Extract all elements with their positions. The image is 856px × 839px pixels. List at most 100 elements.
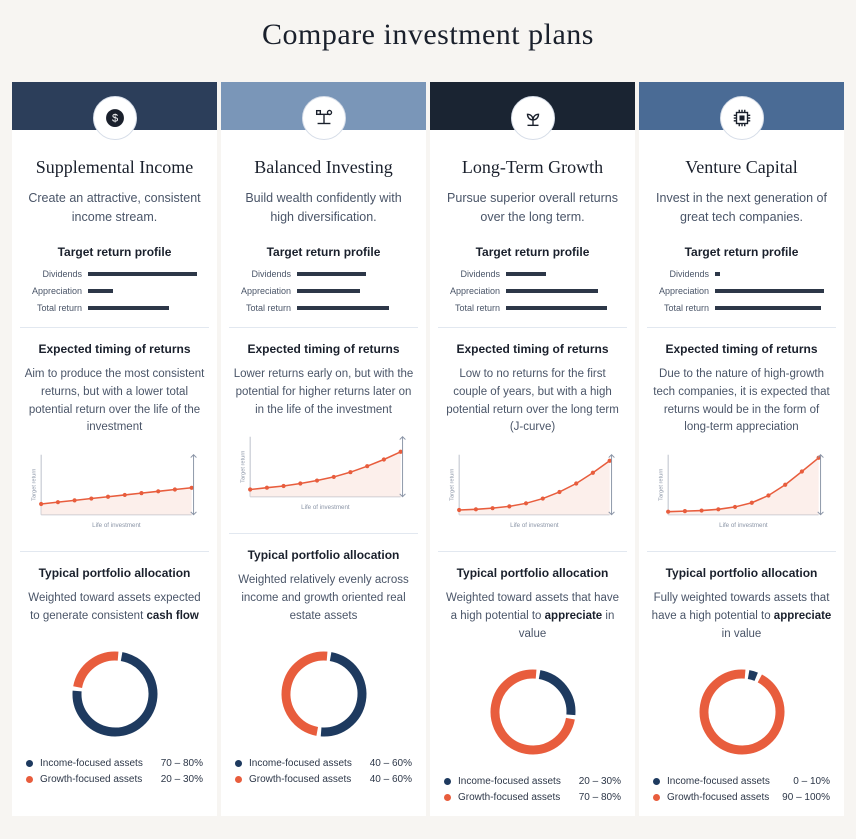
allocation-legend: Income-focused assets 40 – 60% Growth-fo… <box>233 752 414 785</box>
legend-income: Income-focused assets 0 – 10% <box>653 776 830 787</box>
divider <box>229 327 418 328</box>
svg-text:Life of investment: Life of investment <box>719 522 768 529</box>
profile-row-total_return: Total return <box>653 303 830 313</box>
profile-row-dividends: Dividends <box>653 269 830 279</box>
plan-header <box>639 82 844 130</box>
profile-bar <box>715 306 821 310</box>
target-profile-bars: Dividends Appreciation Total return <box>24 269 205 313</box>
legend-income: Income-focused assets 70 – 80% <box>26 758 203 769</box>
plan-name: Venture Capital <box>651 156 832 179</box>
legend-growth: Growth-focused assets 40 – 60% <box>235 774 412 785</box>
profile-label: Appreciation <box>26 286 82 296</box>
profile-row-appreciation: Appreciation <box>444 286 621 296</box>
allocation-legend: Income-focused assets 20 – 30% Growth-fo… <box>442 770 623 803</box>
plan-column: $ Supplemental Income Create an attracti… <box>12 82 217 816</box>
returns-line-chart: Target return Life of investment <box>651 447 832 537</box>
divider <box>647 551 836 552</box>
timing-desc: Low to no returns for the first couple o… <box>442 366 623 437</box>
allocation-donut <box>442 654 623 770</box>
returns-line-chart: Target return Life of investment <box>442 447 623 537</box>
chip-icon <box>720 96 764 140</box>
legend-value: 40 – 60% <box>370 758 412 769</box>
svg-text:Target return: Target return <box>31 469 37 501</box>
profile-bar <box>88 306 169 310</box>
divider <box>20 551 209 552</box>
legend-label: Income-focused assets <box>458 776 579 787</box>
divider <box>20 327 209 328</box>
allocation-donut <box>651 654 832 770</box>
legend-label: Income-focused assets <box>249 758 370 769</box>
profile-bar <box>506 272 546 276</box>
allocation-heading: Typical portfolio allocation <box>24 566 205 580</box>
allocation-heading: Typical portfolio allocation <box>233 548 414 562</box>
timing-desc: Lower returns early on, but with the pot… <box>233 366 414 419</box>
profile-label: Appreciation <box>653 286 709 296</box>
profile-label: Dividends <box>653 269 709 279</box>
allocation-legend: Income-focused assets 0 – 10% Growth-foc… <box>651 770 832 803</box>
svg-text:Life of investment: Life of investment <box>92 522 141 529</box>
plans-row: $ Supplemental Income Create an attracti… <box>0 82 856 816</box>
plan-header: $ <box>12 82 217 130</box>
plan-name: Supplemental Income <box>24 156 205 179</box>
profile-label: Dividends <box>444 269 500 279</box>
target-profile-heading: Target return profile <box>651 245 832 259</box>
plan-tagline: Pursue superior overall returns over the… <box>442 189 623 227</box>
legend-dot-growth <box>26 776 33 783</box>
svg-text:Target return: Target return <box>240 451 246 483</box>
legend-growth: Growth-focused assets 70 – 80% <box>444 792 621 803</box>
legend-dot-growth <box>235 776 242 783</box>
profile-bar <box>88 289 113 293</box>
profile-row-total_return: Total return <box>26 303 203 313</box>
profile-label: Total return <box>653 303 709 313</box>
profile-bar <box>297 272 366 276</box>
divider <box>229 533 418 534</box>
plan-column: Balanced Investing Build wealth confiden… <box>221 82 426 816</box>
profile-bar <box>715 289 824 293</box>
timing-desc: Aim to produce the most consistent retur… <box>24 366 205 437</box>
timing-heading: Expected timing of returns <box>651 342 832 356</box>
profile-bar <box>297 289 360 293</box>
legend-growth: Growth-focused assets 90 – 100% <box>653 792 830 803</box>
legend-income: Income-focused assets 20 – 30% <box>444 776 621 787</box>
target-profile-heading: Target return profile <box>442 245 623 259</box>
profile-label: Total return <box>26 303 82 313</box>
profile-label: Dividends <box>26 269 82 279</box>
svg-text:$: $ <box>111 113 117 125</box>
legend-value: 20 – 30% <box>161 774 203 785</box>
timing-desc: Due to the nature of high-growth tech co… <box>651 366 832 437</box>
legend-label: Growth-focused assets <box>667 792 782 803</box>
allocation-donut <box>233 636 414 752</box>
plan-tagline: Create an attractive, consistent income … <box>24 189 205 227</box>
plan-header <box>221 82 426 130</box>
timing-heading: Expected timing of returns <box>233 342 414 356</box>
profile-row-dividends: Dividends <box>235 269 412 279</box>
dollar-icon: $ <box>93 96 137 140</box>
profile-row-total_return: Total return <box>235 303 412 313</box>
legend-income: Income-focused assets 40 – 60% <box>235 758 412 769</box>
plan-tagline: Invest in the next generation of great t… <box>651 189 832 227</box>
plan-name: Balanced Investing <box>233 156 414 179</box>
svg-text:Life of investment: Life of investment <box>510 522 559 529</box>
profile-label: Total return <box>235 303 291 313</box>
profile-label: Appreciation <box>444 286 500 296</box>
plan-tagline: Build wealth confidently with high diver… <box>233 189 414 227</box>
legend-dot-income <box>444 778 451 785</box>
timing-heading: Expected timing of returns <box>442 342 623 356</box>
allocation-legend: Income-focused assets 70 – 80% Growth-fo… <box>24 752 205 785</box>
allocation-desc: Fully weighted towards assets that have … <box>651 590 832 643</box>
legend-value: 20 – 30% <box>579 776 621 787</box>
legend-label: Growth-focused assets <box>458 792 579 803</box>
profile-row-appreciation: Appreciation <box>653 286 830 296</box>
profile-bar <box>715 272 720 276</box>
returns-line-chart: Target return Life of investment <box>24 447 205 537</box>
profile-row-appreciation: Appreciation <box>235 286 412 296</box>
allocation-desc: Weighted toward assets that have a high … <box>442 590 623 643</box>
profile-label: Appreciation <box>235 286 291 296</box>
svg-text:Target return: Target return <box>449 469 455 501</box>
legend-growth: Growth-focused assets 20 – 30% <box>26 774 203 785</box>
divider <box>438 551 627 552</box>
profile-row-appreciation: Appreciation <box>26 286 203 296</box>
legend-label: Income-focused assets <box>40 758 161 769</box>
profile-bar <box>88 272 197 276</box>
legend-dot-income <box>235 760 242 767</box>
